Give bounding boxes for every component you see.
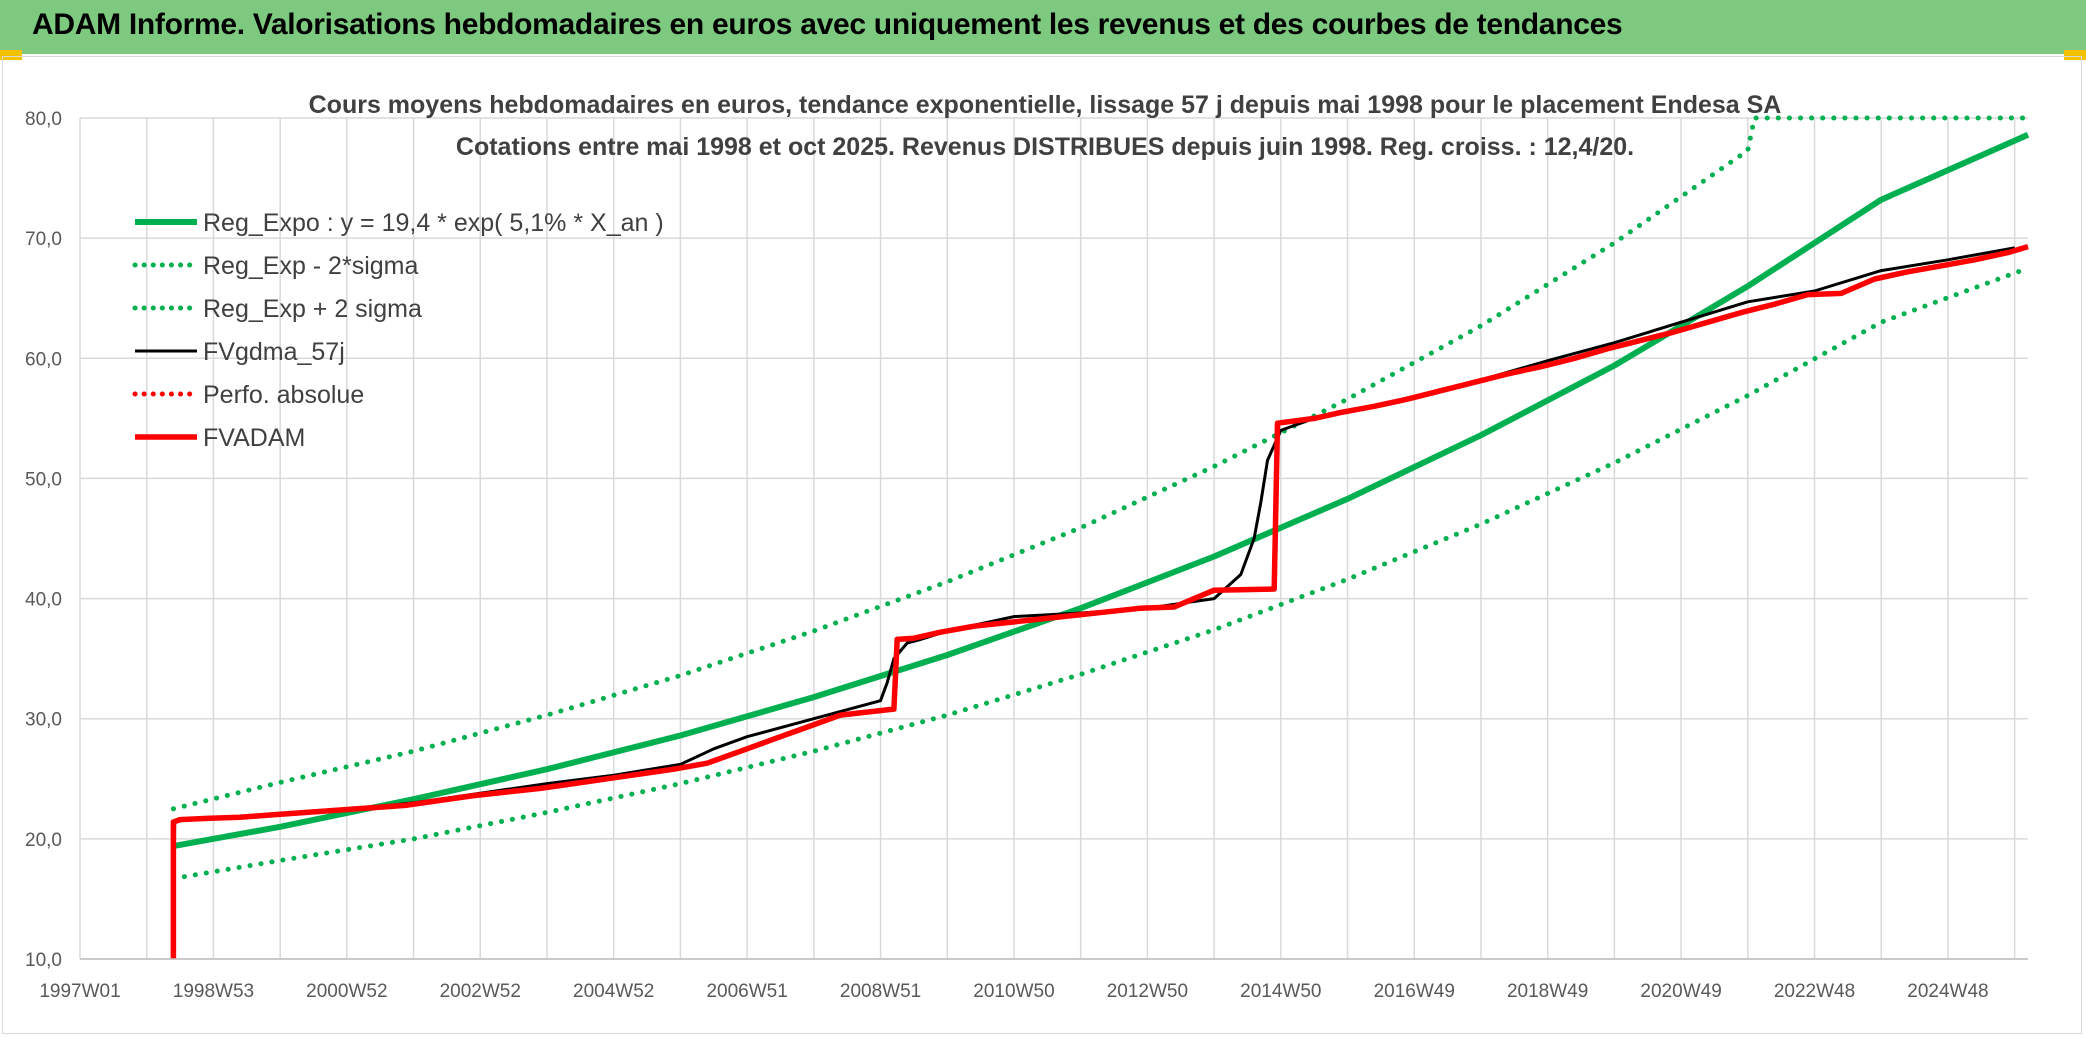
series-line-1 <box>170 265 2031 881</box>
x-tick-label: 2010W50 <box>973 981 1054 1002</box>
chart-frame <box>2 56 2082 1034</box>
x-tick-label: 2018W49 <box>1507 981 1588 1002</box>
legend-label: Reg_Exp + 2 sigma <box>203 295 422 323</box>
x-tick-label: 2006W51 <box>706 981 787 1002</box>
x-tick-label: 2008W51 <box>840 981 921 1002</box>
banner-title: ADAM Informe. Valorisations hebdomadaire… <box>32 8 1623 41</box>
y-tick-label: 30,0 <box>25 710 62 731</box>
x-tick-label: 2012W50 <box>1107 981 1188 1002</box>
y-tick-label: 20,0 <box>25 830 62 851</box>
x-tick-label: 2016W49 <box>1374 981 1455 1002</box>
x-tick-label: 2004W52 <box>573 981 654 1002</box>
series-line-3 <box>171 246 2015 960</box>
x-tick-label: 2014W50 <box>1240 981 1321 1002</box>
y-tick-label: 60,0 <box>25 349 62 370</box>
y-tick-label: 10,0 <box>25 950 62 971</box>
legend-label: Perfo. absolue <box>203 381 364 409</box>
y-tick-label: 40,0 <box>25 590 62 611</box>
legend-label: FVgdma_57j <box>203 338 345 366</box>
legend-label: FVADAM <box>203 424 305 452</box>
series-line-0 <box>172 132 2030 850</box>
chart-title: Cours moyens hebdomadaires en euros, ten… <box>309 91 1782 119</box>
x-tick-label: 1997W01 <box>39 981 120 1002</box>
series-line-5 <box>170 243 2029 959</box>
grid-layer <box>79 117 2028 960</box>
title-banner: ADAM Informe. Valorisations hebdomadaire… <box>0 0 2086 54</box>
series-line-2 <box>170 115 2031 812</box>
legend: Reg_Expo : y = 19,4 * exp( 5,1% * X_an )… <box>132 209 664 452</box>
x-tick-label: 2020W49 <box>1640 981 1721 1002</box>
y-tick-label: 80,0 <box>25 109 62 130</box>
axes-layer: 10,0 20,0 30,0 40,0 50,0 60,0 70,0 80,0 1997W01 1… <box>25 109 2028 1002</box>
legend-label: Reg_Expo : y = 19,4 * exp( 5,1% * X_an ) <box>203 209 664 237</box>
legend-label: Reg_Exp - 2*sigma <box>203 252 418 280</box>
series-layer <box>170 115 2031 960</box>
chart-subtitle: Cotations entre mai 1998 et oct 2025. Re… <box>456 133 1634 161</box>
x-tick-label: 1998W53 <box>173 981 254 1002</box>
x-tick-label: 2022W48 <box>1774 981 1855 1002</box>
y-tick-label: 70,0 <box>25 229 62 250</box>
corner-marker-right <box>2064 50 2086 60</box>
corner-marker-left <box>0 50 22 60</box>
y-tick-label: 50,0 <box>25 469 62 490</box>
x-tick-label: 2002W52 <box>440 981 521 1002</box>
x-tick-label: 2024W48 <box>1907 981 1988 1002</box>
x-tick-label: 2000W52 <box>306 981 387 1002</box>
